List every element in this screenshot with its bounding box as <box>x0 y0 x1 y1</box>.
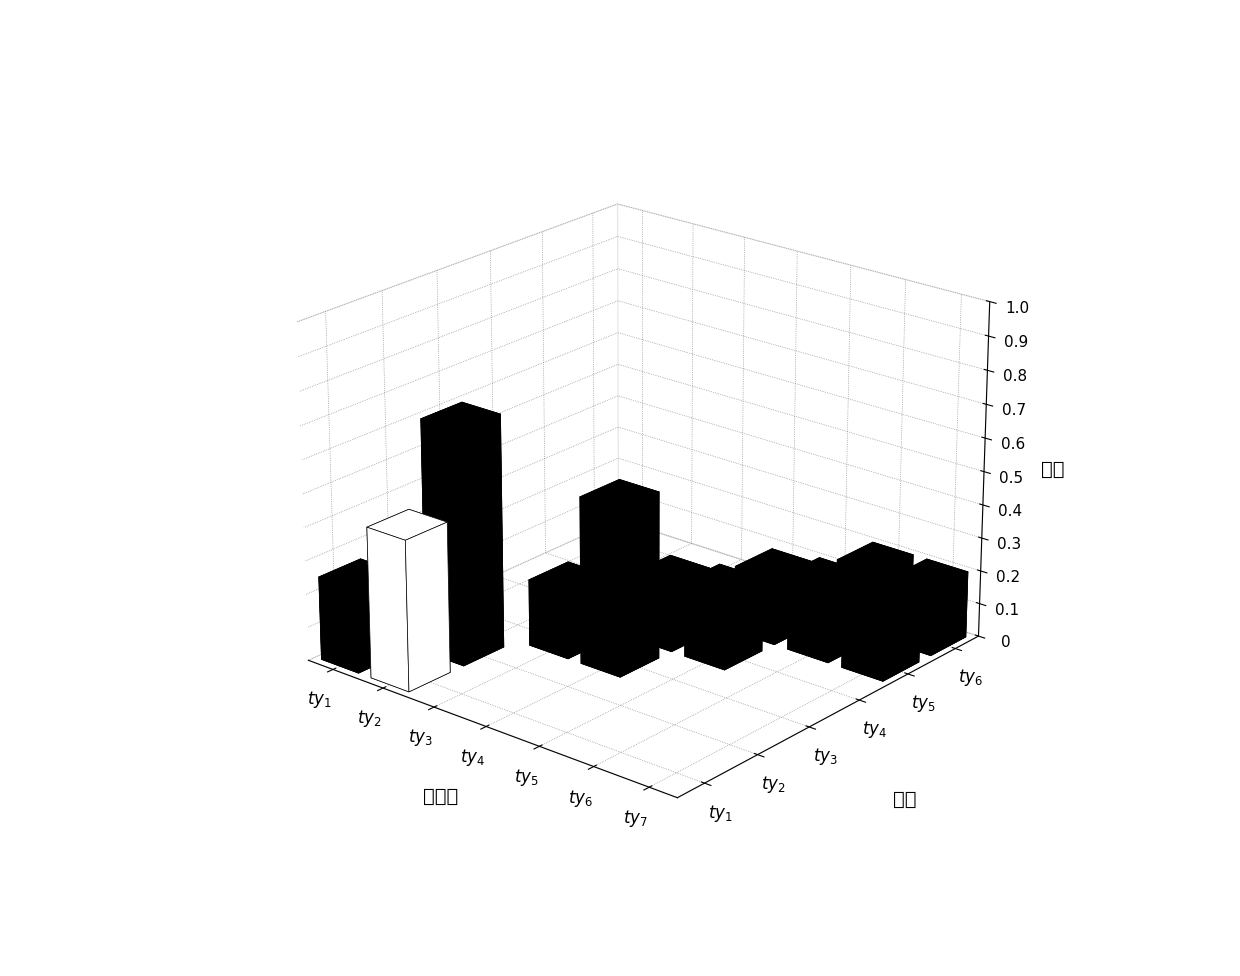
X-axis label: 目的地: 目的地 <box>423 787 458 806</box>
Y-axis label: 初始: 初始 <box>893 790 916 808</box>
